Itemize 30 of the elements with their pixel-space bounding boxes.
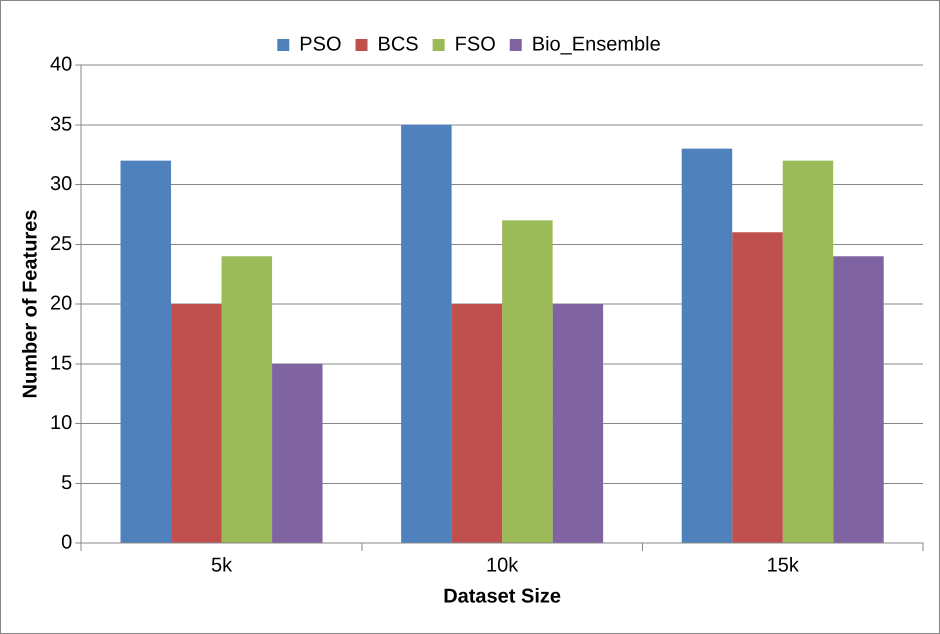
y-tick-label: 10 bbox=[50, 412, 72, 434]
bar bbox=[502, 220, 553, 542]
legend-label: FSO bbox=[454, 34, 496, 56]
bar bbox=[171, 304, 222, 542]
x-tick-label: 10k bbox=[486, 554, 520, 577]
bar bbox=[272, 364, 323, 542]
bar bbox=[120, 160, 172, 542]
bar bbox=[401, 124, 452, 542]
y-tick-label: 0 bbox=[61, 532, 72, 554]
y-tick-label: 20 bbox=[50, 292, 72, 315]
bar bbox=[833, 256, 884, 542]
bar bbox=[552, 304, 604, 542]
y-tick-label: 15 bbox=[50, 352, 72, 374]
bar bbox=[732, 232, 783, 542]
bar bbox=[782, 160, 834, 542]
x-axis-title: Dataset Size bbox=[443, 586, 562, 608]
y-tick-label: 30 bbox=[50, 173, 72, 196]
y-tick-label: 40 bbox=[50, 54, 72, 76]
legend-label: BCS bbox=[378, 34, 419, 56]
bar bbox=[682, 148, 732, 542]
y-tick-label: 5 bbox=[61, 472, 72, 494]
x-tick-label: 5k bbox=[210, 554, 234, 577]
y-tick-label: 35 bbox=[50, 113, 72, 136]
bar bbox=[452, 304, 502, 542]
y-tick-label: 25 bbox=[50, 232, 72, 255]
legend-label: Bio_Ensemble bbox=[532, 34, 661, 56]
x-tick-label: 15k bbox=[766, 554, 800, 577]
y-axis-title: Number of Features bbox=[20, 210, 42, 398]
bar bbox=[222, 256, 272, 542]
legend-label: PSO bbox=[299, 34, 342, 56]
